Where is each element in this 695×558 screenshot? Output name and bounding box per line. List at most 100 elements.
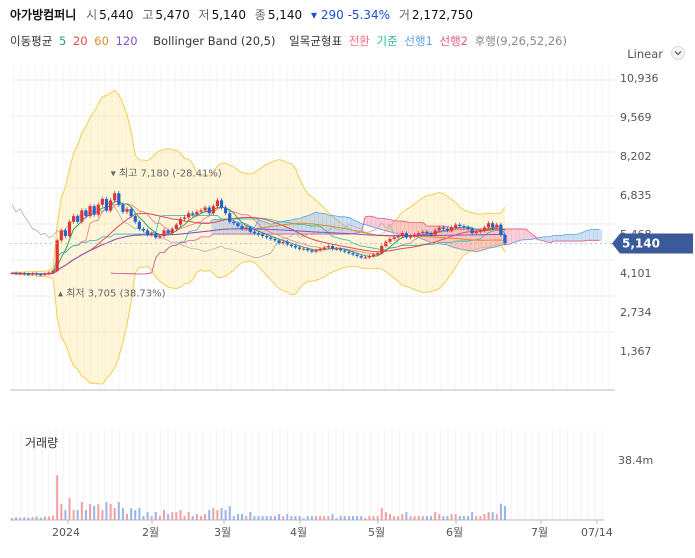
volume-bar [72,510,75,520]
volume-bar [179,510,182,520]
ichimoku-cloud-segment [371,216,377,228]
bollinger-label[interactable]: Bollinger Band (20,5) [153,34,276,48]
low-label: 저 [198,8,210,22]
candle [273,238,277,241]
ichimoku-lag-label: 후행(9,26,52,26) [474,34,567,48]
ma120-label[interactable]: 120 [115,34,138,48]
candle [80,210,84,222]
candle [433,230,437,235]
ichimoku-cloud-segment [593,229,598,241]
ichimoku-cloud-segment [519,228,524,241]
candle [318,248,322,251]
ichimoku-cloud-segment [572,234,578,242]
x-tick-label: 4월 [290,526,307,539]
volume-bar [372,516,375,520]
candle [408,236,413,238]
candle [380,246,384,254]
candle [154,233,158,238]
candle [404,233,408,238]
volume-bar [47,516,50,520]
x-tick-label: 07/14 [581,526,613,539]
ma-label[interactable]: 이동평균 [10,34,53,48]
volume-bar [11,518,13,520]
candle [503,234,507,244]
ma20-label[interactable]: 20 [72,34,88,48]
stock-header: 아가방컴퍼니 시 5,440 고 5,470 저 5,140 종 5,140 ▾ 290… [10,6,478,23]
volume-bar [68,498,71,520]
ichimoku-lead2-line [110,215,600,275]
volume-bar [343,516,346,520]
ma120-line [11,228,506,275]
volume-bar [27,517,30,520]
candle [121,204,125,212]
candle [30,273,35,275]
volume-bar [380,508,383,520]
ma60-label[interactable]: 60 [94,34,109,48]
ichimoku-cloud-segment [408,222,414,237]
volume-bar [425,516,428,520]
y-tick-label: 1,367 [620,345,652,358]
candle [232,221,236,224]
ichimoku-cloud-segment [597,229,603,241]
volume-bar [458,516,461,520]
volume-bar [446,516,449,520]
ichimoku-cloud-segment [359,223,364,233]
bollinger-lower-line [11,244,506,385]
candle [343,250,347,252]
volume-bar [319,516,322,520]
volume-bar [499,503,502,520]
volume-bar [421,516,424,520]
ichimoku-label[interactable]: 일목균형표 [289,34,343,48]
current-price-label: 5,140 [622,236,660,250]
chevron-down-icon[interactable] [671,46,685,60]
indicator-legend: 이동평균 5 20 60 120 Bollinger Band (20,5) 일… [10,33,570,49]
candle [166,230,170,234]
ma5-label[interactable]: 5 [58,34,67,48]
candle [413,234,417,237]
volume-bar [245,516,248,520]
volume-bar [450,514,453,520]
ichimoku-cloud-segment [523,228,529,241]
ichimoku-cloud-segment [392,220,397,234]
ichimoku-cloud-segment [581,232,586,242]
candle [466,227,470,229]
volume-bar [109,504,112,520]
candle [400,233,404,237]
candle [170,228,174,234]
volume-bar [401,514,404,520]
volume-bar [323,516,326,520]
scale-mode-selector[interactable]: Linear [627,47,663,61]
candle [100,198,104,205]
ichimoku-cloud-segment [498,228,504,246]
volume-bar [265,516,268,520]
volume-bar [19,517,22,520]
volume-bar [409,516,412,520]
volume-bar [269,516,272,520]
volume-bar [134,510,137,520]
ichimoku-cloud-segment [350,219,356,234]
candle [182,217,187,219]
candle [10,273,14,275]
volume-bar [31,517,34,520]
ichimoku-cloud-segment [589,229,594,241]
ichimoku-cloud-segment [318,213,323,235]
volume-bar [216,510,219,520]
y-tick-label: 9,569 [620,111,652,124]
volume-bar [171,512,174,520]
volume-bar [64,510,67,520]
volume-bar [376,516,379,520]
volume-bar [163,510,166,520]
volume-bar [388,514,391,520]
volume-bar [273,516,276,520]
candle [51,270,55,273]
ichimoku-cloud-segment [511,228,516,243]
candle [113,193,117,201]
volume-bar [93,506,96,520]
x-tick-label: 5월 [368,526,385,539]
ichimoku-cloud-segment [404,221,409,236]
candle [137,221,141,229]
candle [228,213,232,222]
candle [302,248,306,250]
candle [388,238,392,242]
